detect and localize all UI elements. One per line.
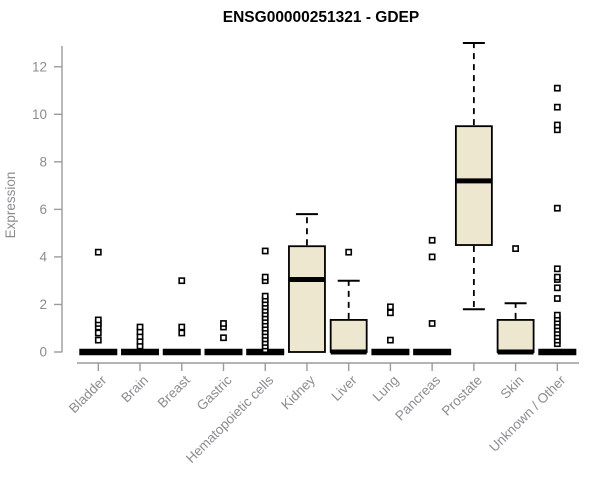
boxplot-unknown-other xyxy=(538,84,577,356)
boxplot-skin xyxy=(496,245,535,355)
iqr-box xyxy=(288,245,326,353)
x-tick-label-pancreas: Pancreas xyxy=(392,372,443,423)
outlier-point xyxy=(94,316,102,324)
outlier-point xyxy=(553,121,561,129)
outlier-point xyxy=(428,236,436,244)
outlier-point xyxy=(553,265,561,273)
outlier-point xyxy=(553,103,561,111)
outlier-point xyxy=(178,323,186,331)
outlier-point xyxy=(387,303,394,311)
boxplot-gastric xyxy=(204,320,243,356)
x-tick-label-prostate: Prostate xyxy=(439,373,485,419)
y-tick-label: 8 xyxy=(39,155,47,170)
boxplot-kidney xyxy=(288,213,326,353)
boxplot-brain xyxy=(121,323,160,356)
boxplot-breast xyxy=(162,277,201,356)
y-tick-label: 2 xyxy=(39,297,47,312)
boxplot-lung xyxy=(371,303,410,356)
x-tick-label-skin: Skin xyxy=(498,373,527,402)
outlier-point xyxy=(178,329,186,337)
outlier-point xyxy=(261,292,269,300)
boxplot-bladder xyxy=(79,248,118,356)
boxes-layer xyxy=(79,41,577,356)
outlier-point xyxy=(220,334,227,342)
iqr-box xyxy=(496,319,535,353)
outlier-point xyxy=(94,336,102,344)
y-axis-title: Expression xyxy=(3,172,18,239)
x-tick-label-liver: Liver xyxy=(329,372,361,404)
x-tick-label-bladder: Bladder xyxy=(66,372,110,416)
y-tick-label: 12 xyxy=(32,59,47,74)
boxplot-prostate xyxy=(454,41,493,311)
outlier-point xyxy=(136,323,144,331)
iqr-box xyxy=(454,125,493,246)
outlier-point xyxy=(553,84,561,92)
outlier-point xyxy=(553,311,561,319)
y-tick-label: 4 xyxy=(39,250,47,265)
outlier-point xyxy=(553,284,561,292)
iqr-box xyxy=(329,319,368,353)
x-tick-label-lung: Lung xyxy=(370,373,402,405)
outlier-point xyxy=(178,277,186,285)
boxplot-liver xyxy=(329,248,368,355)
outlier-point xyxy=(94,248,102,256)
collapsed-box-bar xyxy=(413,348,452,356)
outlier-point xyxy=(553,273,561,281)
outlier-point xyxy=(220,320,227,327)
outlier-point xyxy=(261,247,269,255)
collapsed-box-bar xyxy=(79,348,118,356)
x-tick-label-gastric: Gastric xyxy=(194,372,235,413)
outlier-point xyxy=(428,320,436,327)
x-tick-label-brain: Brain xyxy=(118,373,151,406)
y-tick-label: 6 xyxy=(39,202,47,217)
collapsed-box-bar xyxy=(538,348,577,356)
outlier-point xyxy=(387,336,394,344)
x-tick-label-kidney: Kidney xyxy=(278,372,318,412)
boxplot-hematopoietic-cells xyxy=(246,247,285,356)
chart-title: ENSG00000251321 - GDEP xyxy=(223,9,419,26)
outlier-point xyxy=(387,309,394,317)
y-tick-label: 0 xyxy=(39,345,47,360)
outlier-point xyxy=(345,248,353,256)
collapsed-box-bar xyxy=(204,348,243,356)
x-tick-label-unknown-other: Unknown / Other xyxy=(486,372,569,455)
outlier-point xyxy=(512,245,519,253)
outlier-point xyxy=(553,295,561,302)
x-tick-label-breast: Breast xyxy=(155,372,193,410)
outlier-point xyxy=(94,329,102,337)
boxplot-pancreas xyxy=(413,236,452,356)
collapsed-box-bar xyxy=(162,348,201,356)
collapsed-box-bar xyxy=(371,348,410,356)
collapsed-box-bar xyxy=(121,348,160,356)
y-tick-label: 10 xyxy=(32,107,47,122)
outlier-point xyxy=(428,253,436,261)
outlier-point xyxy=(553,204,561,212)
outlier-point xyxy=(261,273,269,281)
